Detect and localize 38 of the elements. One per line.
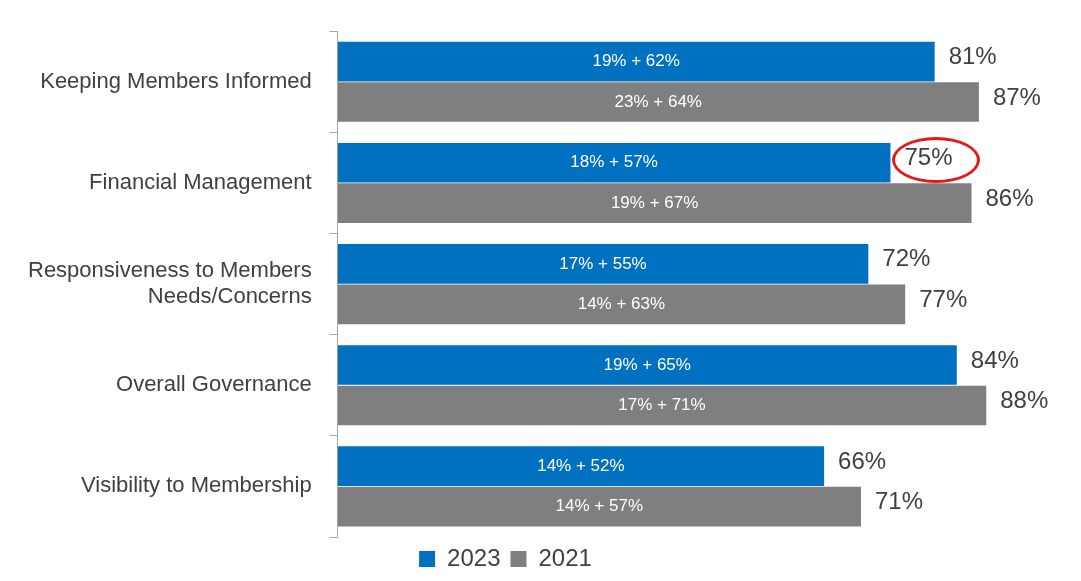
bar — [337, 183, 972, 223]
data-label: 81% — [948, 42, 997, 70]
annotation: 17% + 55% — [559, 253, 647, 273]
legend-label: 2023 — [447, 543, 501, 571]
bar — [337, 82, 979, 122]
bar — [337, 142, 891, 183]
annotation: 19% + 62% — [592, 51, 680, 71]
data-label: 86% — [985, 183, 1034, 211]
y-tick-label: Financial Management — [89, 169, 312, 194]
data-label: 88% — [1000, 386, 1049, 414]
annotation: 19% + 65% — [603, 354, 691, 374]
data-label: 87% — [992, 82, 1041, 110]
annotation: 17% + 71% — [618, 395, 706, 415]
annotation: 23% + 64% — [614, 91, 702, 111]
y-tick-label: Keeping Members Informed — [40, 67, 312, 93]
annotation: 14% + 52% — [537, 455, 625, 475]
annotation: 19% + 67% — [610, 192, 699, 212]
y-tick-label: Visibility to Membership — [80, 472, 312, 498]
annotation: 14% + 63% — [577, 294, 666, 314]
bar — [337, 41, 935, 82]
bar — [337, 345, 957, 385]
data-label: 72% — [882, 244, 931, 272]
bar — [337, 486, 861, 527]
data-label: 71% — [874, 487, 924, 515]
data-label: 77% — [919, 284, 968, 312]
category-label: Needs/Concerns — [147, 283, 312, 309]
legend-label: 2021 — [538, 543, 592, 571]
y-tick-label: Overall Governance — [116, 371, 312, 397]
data-label: 66% — [838, 446, 887, 474]
annotation: 14% + 57% — [555, 496, 644, 516]
bar — [337, 244, 869, 284]
category-label: Responsiveness to Members — [27, 256, 312, 282]
bar — [337, 284, 906, 325]
bar — [337, 446, 825, 487]
data-label: 75% — [904, 143, 953, 171]
bar — [337, 385, 987, 426]
data-label: 84% — [970, 345, 1019, 373]
annotation: 18% + 57% — [570, 152, 658, 172]
